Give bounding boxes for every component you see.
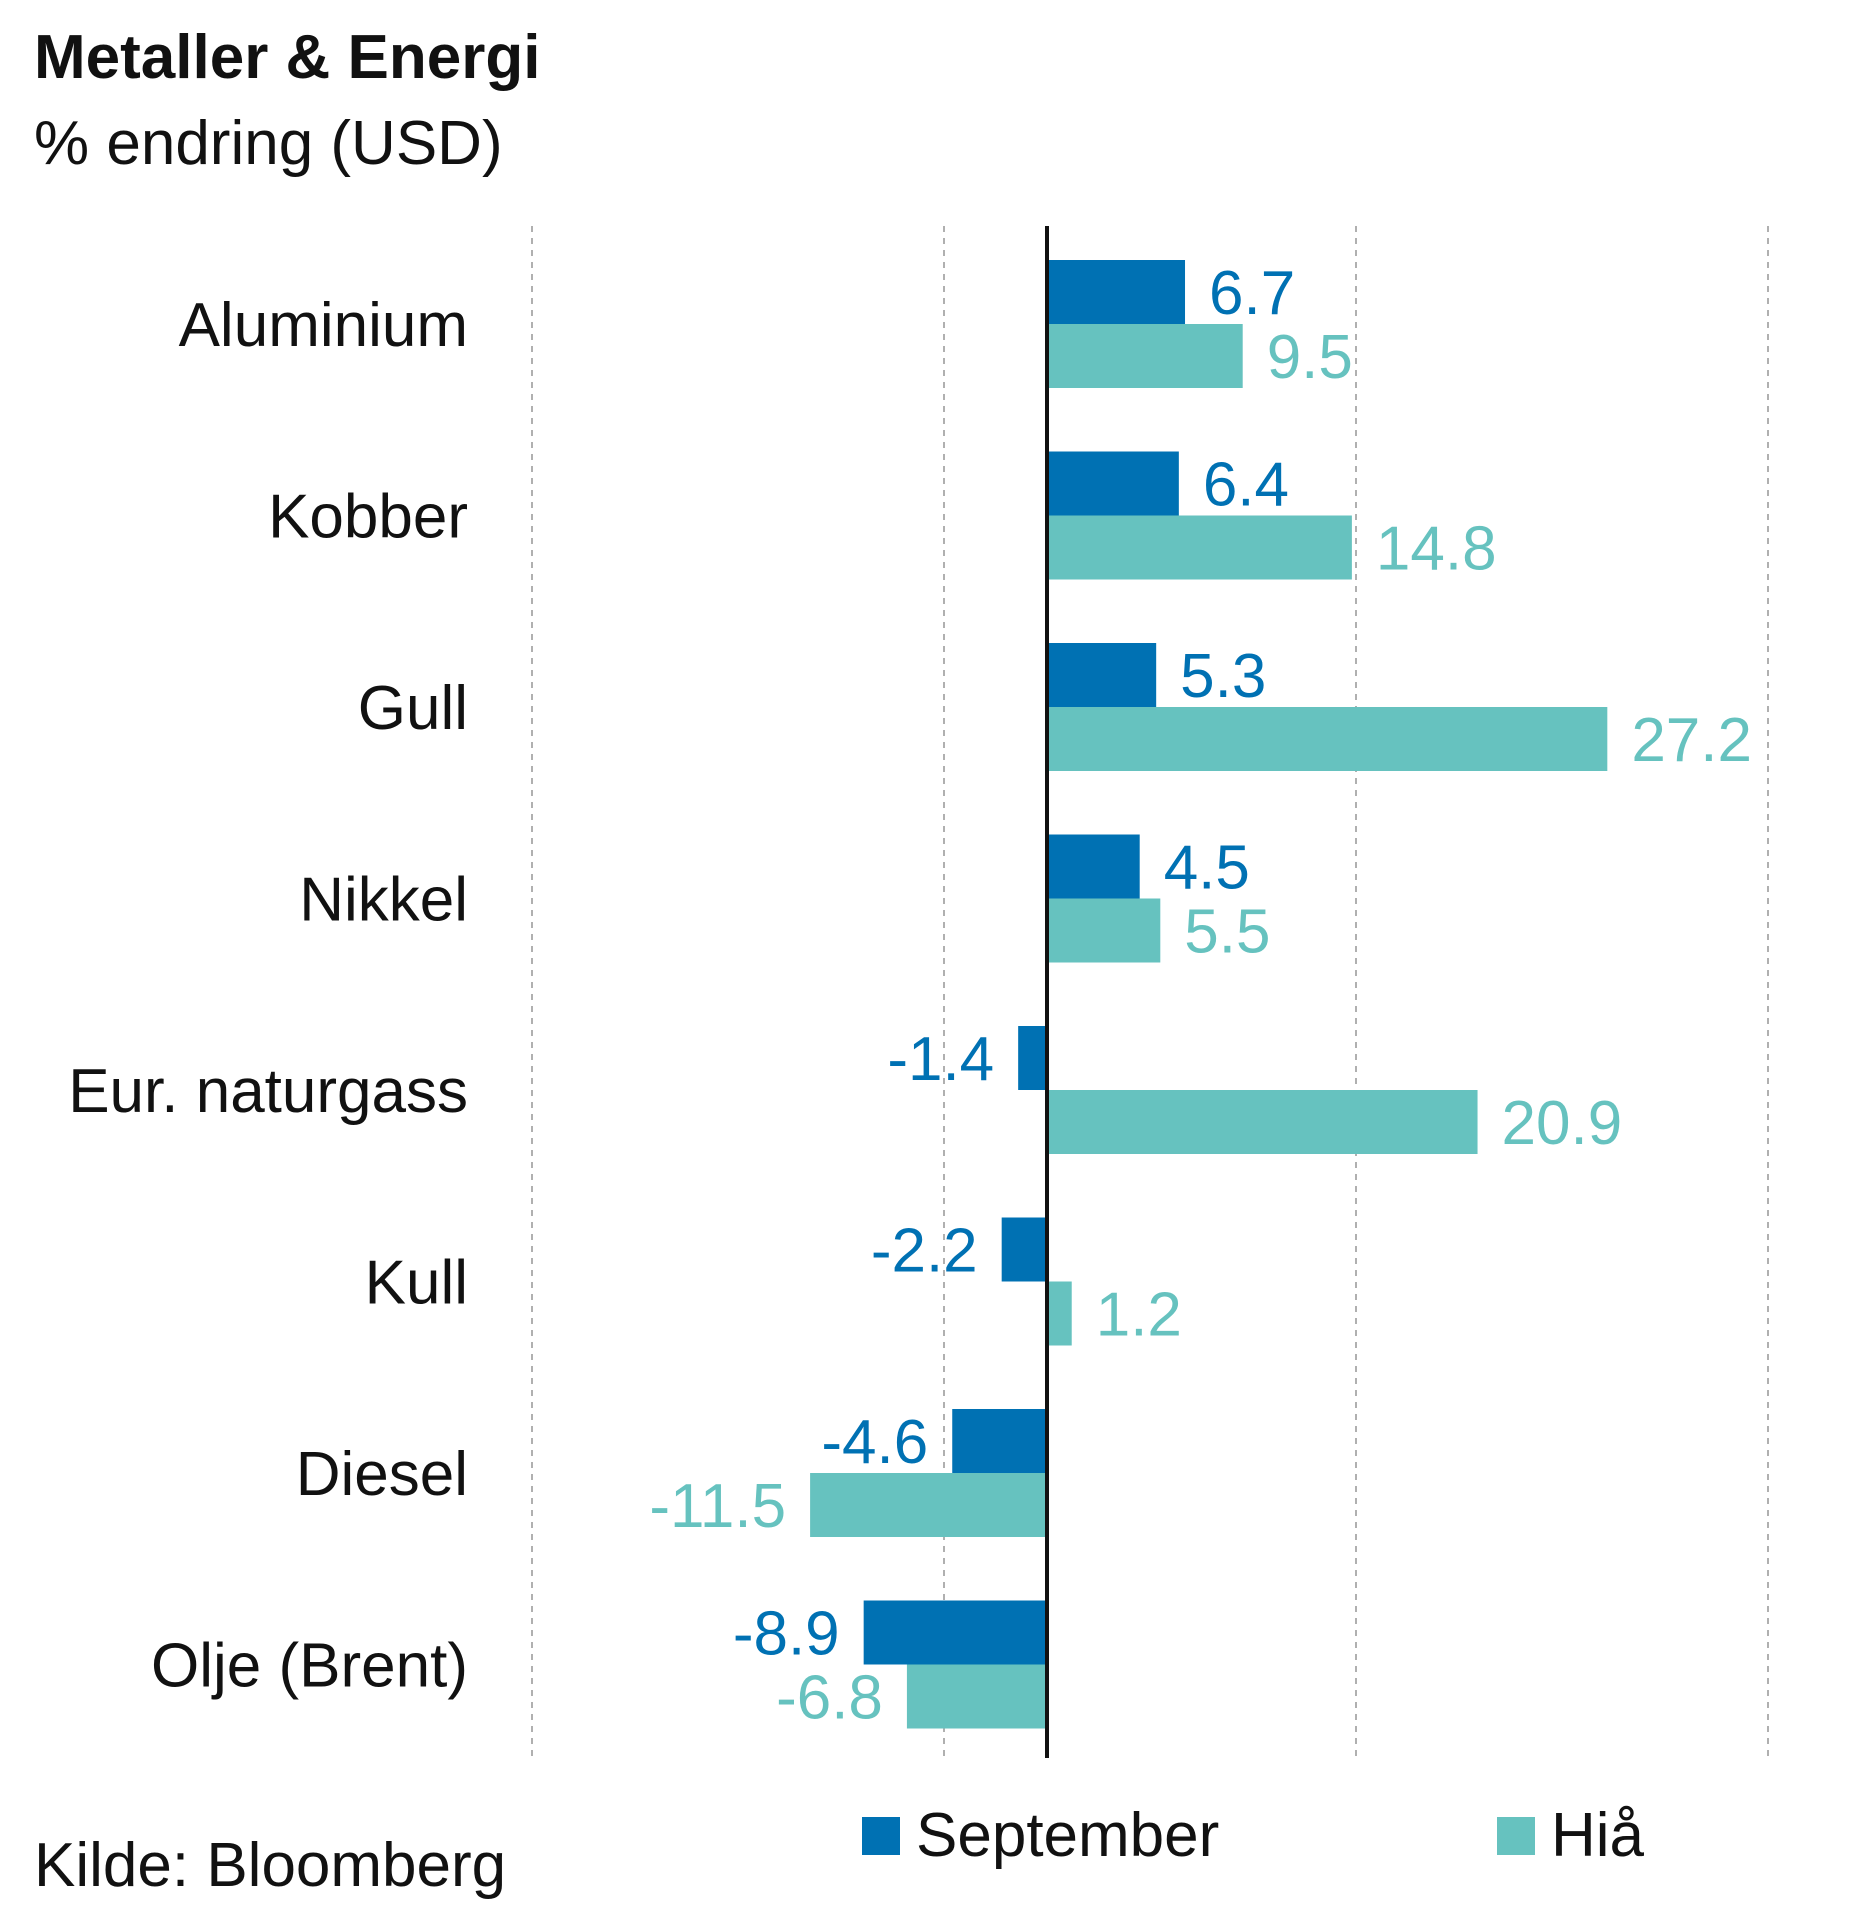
bar-september	[1047, 451, 1179, 516]
bar-ytd	[1047, 515, 1352, 580]
bar-september	[863, 1600, 1047, 1665]
category-label: Gull	[358, 674, 468, 743]
bar-september	[952, 1409, 1047, 1473]
data-label-ytd: 9.5	[1267, 323, 1353, 392]
data-label-ytd: -6.8	[776, 1664, 883, 1733]
chart-subtitle: % endring (USD)	[34, 109, 503, 178]
legend-item-september: September	[862, 1800, 1219, 1871]
data-label-ytd: 5.5	[1184, 898, 1270, 967]
data-label-ytd: 20.9	[1502, 1089, 1623, 1158]
legend-label-september: September	[916, 1801, 1220, 1870]
legend-label-ytd: Hiå	[1551, 1801, 1645, 1870]
data-label-september: 5.3	[1180, 642, 1266, 711]
bar-ytd	[1047, 898, 1161, 963]
data-label-september: -1.4	[887, 1025, 994, 1094]
data-label-september: 4.5	[1164, 834, 1250, 903]
data-label-ytd: 1.2	[1096, 1281, 1182, 1350]
category-label: Olje (Brent)	[151, 1632, 468, 1701]
data-label-ytd: 14.8	[1376, 515, 1497, 584]
bar-ytd	[810, 1473, 1047, 1537]
data-label-september: 6.4	[1203, 451, 1289, 520]
data-label-september: -2.2	[871, 1217, 978, 1286]
source-note: Kilde: Bloomberg	[34, 1831, 507, 1900]
bar-ytd	[1047, 707, 1608, 771]
legend-item-ytd: Hiå	[1497, 1800, 1644, 1871]
category-label: Kull	[365, 1249, 468, 1318]
category-label: Nikkel	[299, 866, 468, 935]
category-label: Kobber	[268, 483, 468, 552]
bar-september	[1047, 260, 1186, 324]
bar-ytd	[1047, 1090, 1478, 1154]
bar-ytd	[1047, 324, 1243, 388]
data-label-september: -4.6	[821, 1408, 928, 1477]
bar-september	[1047, 834, 1140, 899]
chart-title: Metaller & Energi	[34, 23, 541, 92]
legend-swatch-september	[862, 1816, 900, 1855]
data-label-september: 6.7	[1209, 259, 1295, 328]
bar-september	[1001, 1217, 1047, 1282]
category-label: Aluminium	[179, 291, 468, 360]
data-label-ytd: -11.5	[649, 1472, 786, 1541]
data-label-ytd: 27.2	[1631, 706, 1752, 775]
bar-september	[1018, 1026, 1047, 1090]
legend-swatch-ytd	[1497, 1816, 1535, 1855]
category-label: Eur. naturgass	[68, 1057, 468, 1126]
bar-ytd	[1047, 1281, 1072, 1346]
bar-september	[1047, 643, 1157, 707]
category-label: Diesel	[296, 1440, 468, 1509]
bar-ytd	[906, 1664, 1047, 1729]
data-label-september: -8.9	[733, 1600, 840, 1669]
